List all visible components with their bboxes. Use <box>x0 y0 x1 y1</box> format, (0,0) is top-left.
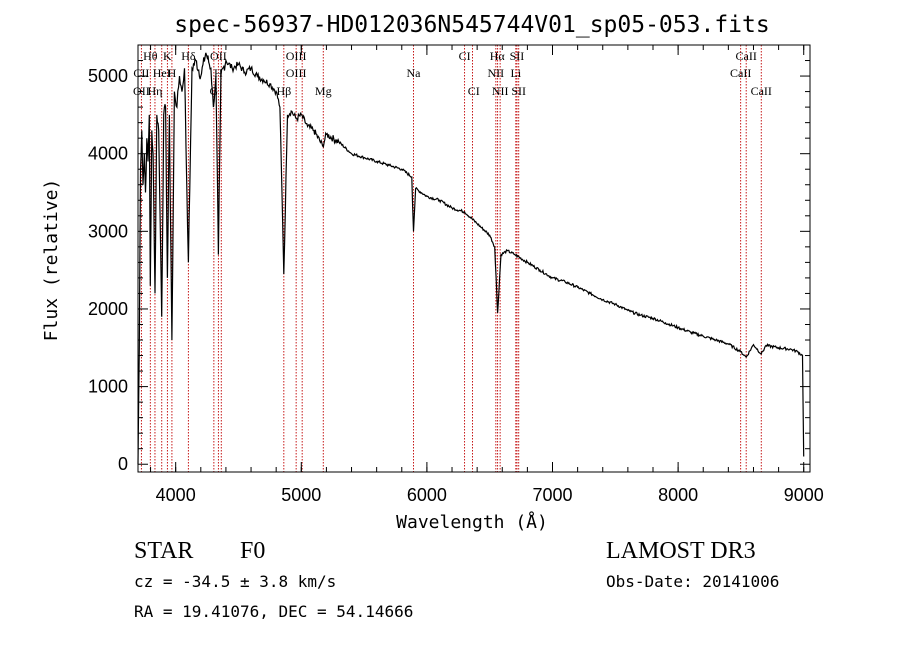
y-tick-label-4: 4000 <box>88 144 128 164</box>
marker-label-13: OIII <box>286 66 307 80</box>
marker-label-21: Hβ <box>276 84 291 98</box>
marker-label-19: Hη <box>147 84 162 98</box>
marker-label-10: HeI <box>153 66 171 80</box>
marker-label-25: SII <box>511 84 526 98</box>
marker-label-6: Hα <box>490 49 506 63</box>
marker-label-24: NII <box>492 84 509 98</box>
x-axis: 4000 5000 6000 7000 8000 9000 <box>150 45 824 505</box>
y-tick-label-0: 0 <box>118 454 128 474</box>
x-tick-label-3: 7000 <box>532 485 572 505</box>
marker-label-20: G <box>210 84 219 98</box>
marker-label-23: CI <box>468 84 480 98</box>
object-class: STAR <box>134 538 194 564</box>
chart-title: spec-56937-HD012036N545744V01_sp05-053.f… <box>174 12 769 38</box>
y-tick-label-2: 2000 <box>88 299 128 319</box>
marker-label-1: K <box>163 49 172 63</box>
marker-label-4: OIII <box>286 49 307 63</box>
obs-date: Obs-Date: 20141006 <box>606 572 780 591</box>
x-axis-title: Wavelength (Å) <box>396 511 548 533</box>
marker-label-16: Li <box>510 66 521 80</box>
y-tick-label-1: 1000 <box>88 377 128 397</box>
x-tick-label-0: 4000 <box>156 485 196 505</box>
y-tick-label-3: 3000 <box>88 221 128 241</box>
marker-label-17: CaII <box>730 66 751 80</box>
marker-label-22: Mg <box>315 84 332 98</box>
marker-label-9: CII <box>133 66 149 80</box>
spectrum-line <box>137 52 805 465</box>
x-tick-label-2: 6000 <box>407 485 447 505</box>
marker-label-14: Na <box>406 66 421 80</box>
marker-label-18: OII <box>133 84 150 98</box>
marker-label-26: CaII <box>751 84 772 98</box>
marker-label-7: SII <box>510 49 525 63</box>
coordinates: RA = 19.41076, DEC = 54.14666 <box>134 602 414 621</box>
y-axis-title: Flux (relative) <box>41 179 62 342</box>
marker-label-11: H <box>168 66 177 80</box>
marker-label-0: Hθ <box>143 49 158 63</box>
plot-frame <box>137 44 811 473</box>
y-tick-label-5: 5000 <box>88 66 128 86</box>
survey-name: LAMOST DR3 <box>606 538 756 564</box>
redshift-info: cz = -34.5 ± 3.8 km/s <box>134 572 337 591</box>
x-tick-label-4: 8000 <box>658 485 698 505</box>
marker-label-3: OII <box>210 49 227 63</box>
marker-label-2: Hδ <box>181 49 196 63</box>
y-axis: 0 1000 2000 3000 4000 5000 <box>88 60 810 474</box>
x-tick-label-5: 9000 <box>784 485 824 505</box>
marker-label-5: CI <box>459 49 471 63</box>
marker-label-15: NII <box>488 66 505 80</box>
marker-label-12: H <box>214 66 223 80</box>
x-tick-label-1: 5000 <box>281 485 321 505</box>
object-subclass: F0 <box>240 538 266 564</box>
marker-label-8: CaII <box>736 49 757 63</box>
